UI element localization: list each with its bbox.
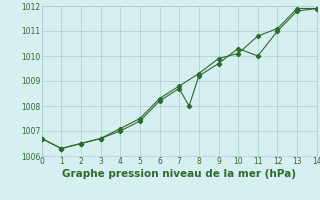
X-axis label: Graphe pression niveau de la mer (hPa): Graphe pression niveau de la mer (hPa) bbox=[62, 169, 296, 179]
